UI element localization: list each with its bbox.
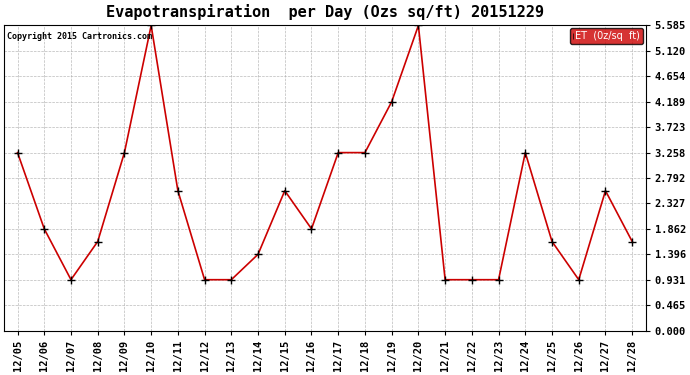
- Legend: ET  (0z/sq  ft): ET (0z/sq ft): [570, 28, 642, 44]
- Title: Evapotranspiration  per Day (Ozs sq/ft) 20151229: Evapotranspiration per Day (Ozs sq/ft) 2…: [106, 4, 544, 20]
- Text: Copyright 2015 Cartronics.com: Copyright 2015 Cartronics.com: [8, 32, 152, 40]
